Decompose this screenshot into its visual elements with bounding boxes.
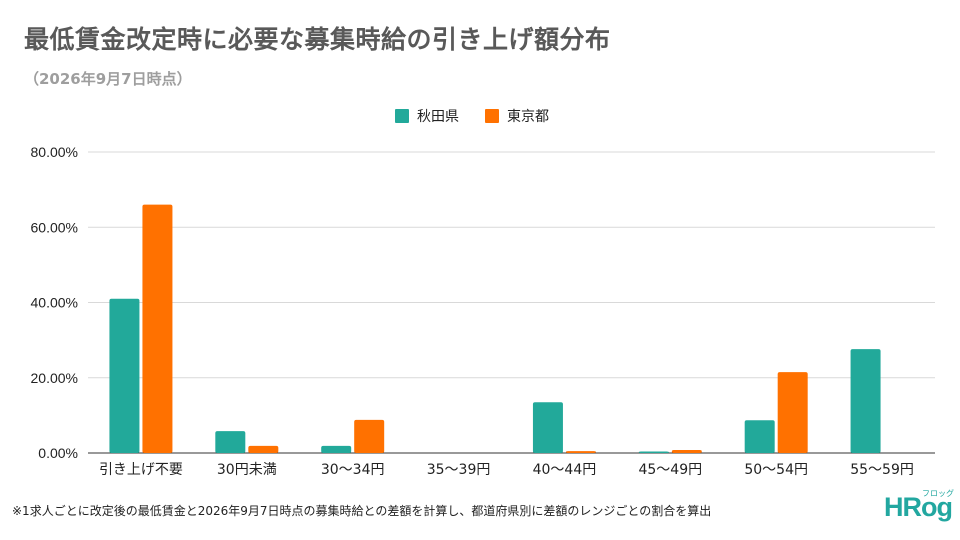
legend-item-series-1: 秋田県 (395, 106, 459, 126)
chart-legend: 秋田県 東京都 (395, 106, 549, 126)
x-tick-label: 引き上げ不要 (99, 462, 183, 478)
y-tick-label: 60.00% (31, 219, 78, 235)
bar-series-1 (850, 349, 881, 453)
chart-subtitle: （2026年9月7日時点） (24, 70, 192, 88)
logo-kana: フロッグ (922, 489, 954, 498)
chart-title: 最低賃金改定時に必要な募集時給の引き上げ額分布 (24, 25, 611, 54)
x-tick-label: 30〜34円 (321, 462, 385, 478)
x-tick-label: 50〜54円 (744, 462, 808, 478)
footnote: ※1求人ごとに改定後の最低賃金と2026年9月7日時点の募集時給との差額を計算し… (12, 504, 712, 518)
bar-series-2 (354, 419, 385, 453)
x-tick-label: 45〜49円 (638, 462, 702, 478)
x-tick-label: 35〜39円 (427, 462, 491, 478)
legend-label-series-1: 秋田県 (417, 109, 459, 125)
bar-series-1 (321, 445, 352, 453)
y-tick-label: 0.00% (38, 445, 78, 461)
y-tick-label: 40.00% (31, 295, 78, 311)
bar-series-2 (142, 204, 173, 453)
bar-series-2 (248, 445, 279, 453)
bar-series-2 (671, 449, 702, 453)
bar-series-1 (532, 402, 563, 453)
y-tick-label: 80.00% (31, 144, 78, 160)
legend-swatch-series-2 (485, 109, 499, 123)
x-tick-label: 40〜44円 (533, 462, 597, 478)
legend-label-series-2: 東京都 (507, 109, 549, 125)
hrog-logo: HRog フロッグ (884, 488, 954, 528)
bar-series-2 (777, 372, 808, 453)
legend-swatch-series-1 (395, 109, 409, 123)
bar-series-1 (109, 298, 140, 453)
bar-series-1 (638, 451, 669, 453)
legend-item-series-2: 東京都 (485, 106, 549, 126)
bar-series-1 (215, 431, 246, 453)
bar-series-2 (565, 451, 596, 453)
y-tick-label: 20.00% (31, 370, 78, 386)
x-tick-label: 30円未満 (217, 462, 277, 478)
x-tick-label: 55〜59円 (850, 462, 914, 478)
logo-text: HRog (884, 492, 953, 522)
bar-series-1 (744, 420, 775, 453)
